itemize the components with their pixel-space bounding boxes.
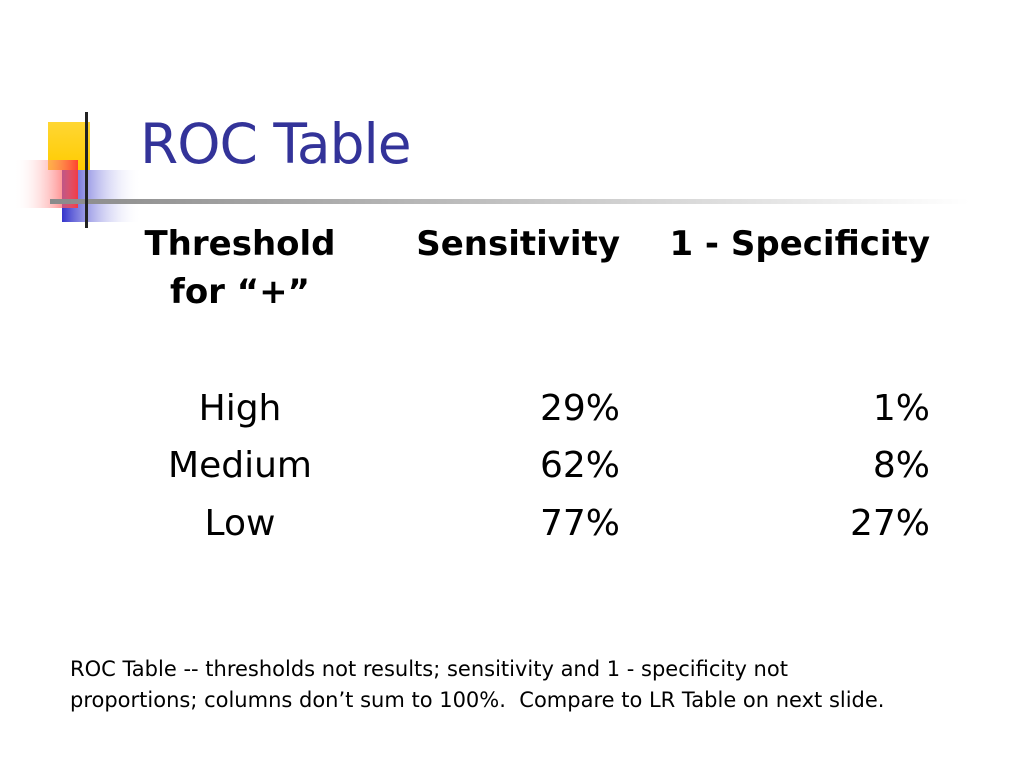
footnote: ROC Table -- thresholds not results; sen…	[70, 654, 990, 716]
column-header-threshold-line1: Threshold	[144, 224, 336, 264]
title-decoration	[14, 112, 970, 228]
column-header-sensitivity: Sensitivity	[416, 224, 620, 264]
row-high-sensitivity: 29%	[539, 388, 620, 429]
column-header-specificity: 1 - Specificity	[669, 224, 930, 264]
footnote-line2: proportions; columns don’t sum to 100%. …	[70, 688, 885, 712]
slide-title: ROC Table	[140, 112, 412, 176]
row-low-threshold: Low	[204, 503, 276, 544]
vertical-rule	[85, 112, 88, 228]
row-medium-specificity: 8%	[872, 445, 930, 486]
row-medium-threshold: Medium	[168, 445, 312, 486]
column-header-threshold: Threshold for “+”	[130, 220, 350, 316]
row-low-specificity: 27%	[849, 503, 930, 544]
column-header-threshold-line2: for “+”	[170, 272, 310, 312]
row-medium-sensitivity: 62%	[539, 445, 620, 486]
row-high-threshold: High	[198, 388, 282, 429]
row-high-specificity: 1%	[872, 388, 930, 429]
title-rule	[50, 199, 970, 204]
row-low-sensitivity: 77%	[539, 503, 620, 544]
footnote-line1: ROC Table -- thresholds not results; sen…	[70, 657, 788, 681]
